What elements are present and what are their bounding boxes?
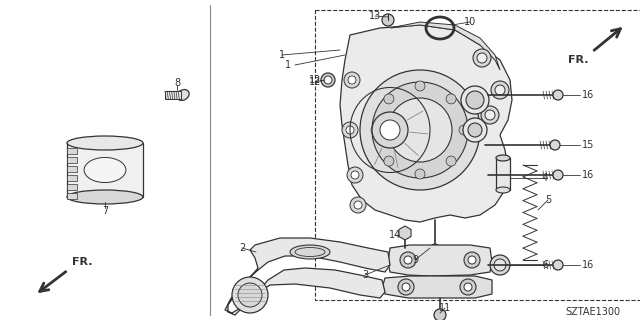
Text: 6: 6 — [542, 260, 548, 270]
Circle shape — [324, 76, 332, 84]
Ellipse shape — [177, 90, 189, 100]
Ellipse shape — [496, 187, 510, 193]
Ellipse shape — [84, 157, 126, 182]
Text: 1: 1 — [285, 60, 291, 70]
Circle shape — [431, 244, 439, 252]
Circle shape — [466, 91, 484, 109]
Text: FR.: FR. — [72, 257, 92, 267]
Text: 1: 1 — [279, 50, 285, 60]
Circle shape — [398, 279, 414, 295]
Circle shape — [354, 201, 362, 209]
Text: 3: 3 — [362, 270, 368, 280]
Polygon shape — [340, 25, 512, 222]
Circle shape — [342, 122, 358, 138]
Circle shape — [348, 76, 356, 84]
Circle shape — [553, 170, 563, 180]
Text: 16: 16 — [582, 170, 594, 180]
Circle shape — [372, 82, 468, 178]
Circle shape — [553, 260, 563, 270]
Circle shape — [473, 49, 491, 67]
Circle shape — [468, 123, 482, 137]
Text: 15: 15 — [582, 140, 594, 150]
Circle shape — [491, 81, 509, 99]
Circle shape — [459, 125, 469, 135]
Text: SZTAE1300: SZTAE1300 — [565, 307, 620, 317]
Circle shape — [490, 255, 510, 275]
Text: 7: 7 — [102, 206, 108, 216]
Circle shape — [344, 72, 360, 88]
Text: 12: 12 — [309, 77, 321, 87]
Circle shape — [380, 120, 400, 140]
Polygon shape — [390, 22, 500, 70]
Ellipse shape — [290, 245, 330, 259]
Polygon shape — [225, 238, 390, 315]
Polygon shape — [67, 157, 77, 163]
Circle shape — [360, 70, 480, 190]
Text: 11: 11 — [439, 303, 451, 313]
Circle shape — [347, 167, 363, 183]
Text: 5: 5 — [545, 195, 551, 205]
Polygon shape — [67, 143, 143, 197]
Ellipse shape — [496, 155, 510, 161]
Circle shape — [477, 53, 487, 63]
Polygon shape — [67, 148, 77, 154]
Circle shape — [321, 73, 335, 87]
Polygon shape — [67, 175, 77, 181]
Circle shape — [446, 94, 456, 104]
Circle shape — [485, 110, 495, 120]
Ellipse shape — [67, 190, 143, 204]
Circle shape — [384, 156, 394, 166]
Text: 9: 9 — [412, 255, 418, 265]
Circle shape — [494, 259, 506, 271]
Polygon shape — [165, 91, 181, 99]
Bar — [315, 10, 640, 300]
Text: FR.: FR. — [568, 55, 588, 65]
Polygon shape — [383, 276, 492, 298]
Polygon shape — [399, 226, 411, 240]
Circle shape — [464, 252, 480, 268]
Circle shape — [495, 85, 505, 95]
Circle shape — [434, 309, 446, 320]
Circle shape — [232, 277, 268, 313]
Bar — [496, 158, 510, 190]
Circle shape — [346, 126, 354, 134]
Ellipse shape — [67, 136, 143, 150]
Circle shape — [461, 86, 489, 114]
Text: 12: 12 — [309, 75, 321, 85]
Circle shape — [388, 98, 452, 162]
Circle shape — [481, 106, 499, 124]
Circle shape — [464, 283, 472, 291]
Circle shape — [553, 90, 563, 100]
Circle shape — [463, 118, 487, 142]
Text: 4: 4 — [542, 173, 548, 183]
Circle shape — [550, 140, 560, 150]
Circle shape — [351, 171, 359, 179]
Polygon shape — [67, 166, 77, 172]
Circle shape — [350, 197, 366, 213]
Circle shape — [415, 81, 425, 91]
Circle shape — [384, 94, 394, 104]
Circle shape — [415, 169, 425, 179]
Polygon shape — [67, 193, 77, 199]
Text: 13: 13 — [369, 11, 381, 21]
Text: 14: 14 — [389, 230, 401, 240]
Circle shape — [382, 14, 394, 26]
Circle shape — [402, 283, 410, 291]
Circle shape — [468, 256, 476, 264]
Text: 8: 8 — [174, 78, 180, 88]
Text: 16: 16 — [582, 90, 594, 100]
Text: 10: 10 — [464, 17, 476, 27]
Circle shape — [371, 125, 381, 135]
Polygon shape — [67, 184, 77, 190]
Circle shape — [238, 283, 262, 307]
Text: 2: 2 — [239, 243, 245, 253]
Circle shape — [460, 279, 476, 295]
Circle shape — [446, 156, 456, 166]
Text: 16: 16 — [582, 260, 594, 270]
Circle shape — [372, 112, 408, 148]
Polygon shape — [388, 245, 492, 276]
Circle shape — [400, 252, 416, 268]
Circle shape — [404, 256, 412, 264]
